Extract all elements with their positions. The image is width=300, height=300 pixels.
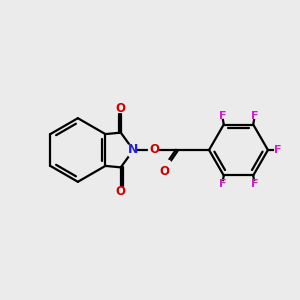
Text: O: O: [150, 143, 160, 157]
Text: F: F: [251, 111, 258, 121]
Text: O: O: [159, 165, 169, 178]
Text: F: F: [218, 111, 226, 121]
Text: F: F: [274, 145, 281, 155]
Text: F: F: [218, 179, 226, 189]
Text: F: F: [251, 179, 258, 189]
Text: O: O: [116, 102, 126, 115]
Text: N: N: [128, 143, 139, 157]
Text: O: O: [116, 185, 126, 198]
